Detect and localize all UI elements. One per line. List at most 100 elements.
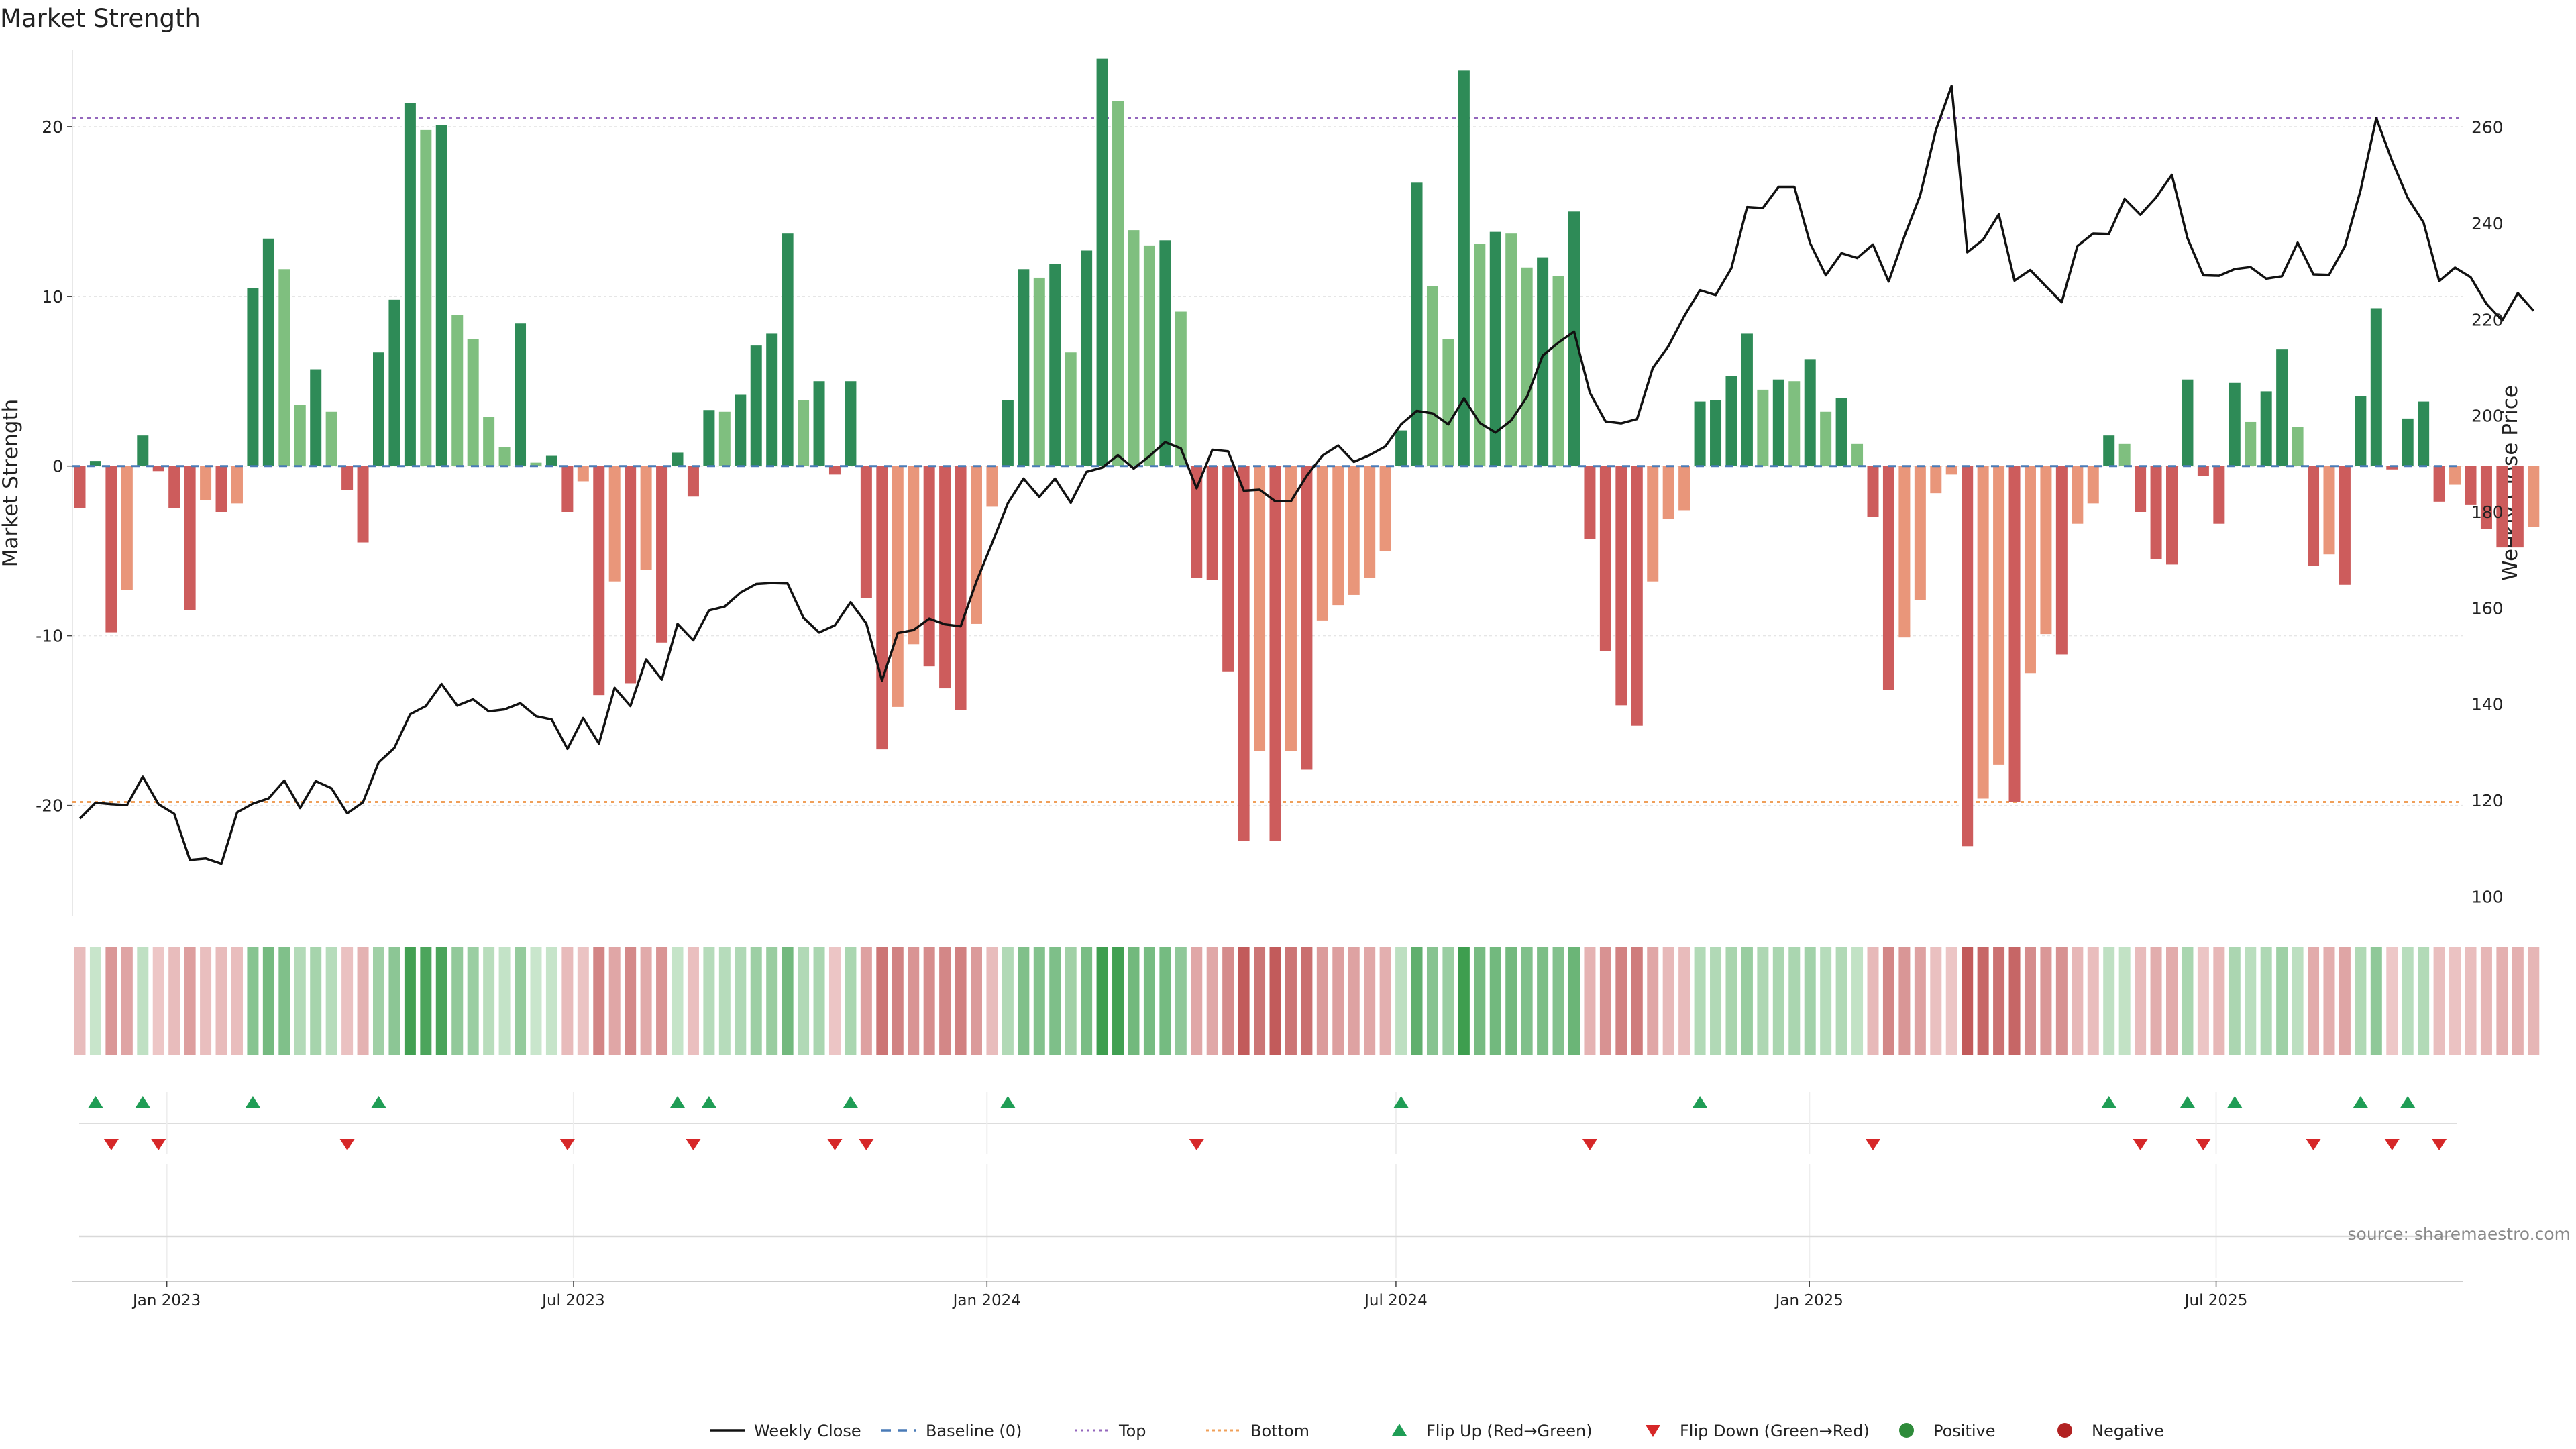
y2-tick-label: 200 bbox=[2471, 407, 2504, 426]
strength-bar bbox=[798, 400, 810, 466]
heat-cell bbox=[231, 947, 243, 1055]
legend-label: Weekly Close bbox=[754, 1421, 861, 1440]
strength-bar bbox=[530, 462, 542, 466]
heat-cell bbox=[2339, 947, 2351, 1055]
strength-bar bbox=[1081, 250, 1093, 466]
strength-bar bbox=[1694, 401, 1706, 466]
close-price-line bbox=[78, 85, 2535, 865]
strength-bar bbox=[1993, 466, 2005, 765]
weekly-close-line bbox=[78, 85, 2535, 865]
heat-cell bbox=[1301, 947, 1313, 1055]
strength-bar bbox=[1930, 466, 1942, 494]
strength-bar bbox=[1254, 466, 1266, 751]
heat-cell bbox=[2103, 947, 2115, 1055]
heat-cell bbox=[1678, 947, 1690, 1055]
strength-bar bbox=[1348, 466, 1360, 595]
flip-down-marker bbox=[827, 1139, 843, 1150]
flip-down-marker bbox=[151, 1139, 166, 1150]
strength-bar bbox=[341, 466, 354, 490]
strength-bar bbox=[515, 323, 527, 466]
heat-cell bbox=[1772, 947, 1784, 1055]
heat-cell bbox=[2182, 947, 2194, 1055]
strength-bar bbox=[860, 466, 872, 598]
heat-cell bbox=[530, 947, 542, 1055]
heat-cell bbox=[1835, 947, 1847, 1055]
heat-cell bbox=[1128, 947, 1140, 1055]
flip-down-marker bbox=[339, 1139, 355, 1150]
strength-bar bbox=[1112, 101, 1124, 466]
heat-cell bbox=[656, 947, 668, 1055]
strength-bar bbox=[545, 455, 557, 466]
heat-cell bbox=[168, 947, 180, 1055]
strength-bar bbox=[1537, 257, 1549, 466]
strength-bar bbox=[892, 466, 904, 707]
heat-cell bbox=[2308, 947, 2320, 1055]
heat-cell bbox=[1599, 947, 1611, 1055]
strength-bar bbox=[388, 299, 400, 466]
flip-up-marker bbox=[88, 1096, 103, 1108]
heat-cell bbox=[1379, 947, 1391, 1055]
legend-item: Positive bbox=[1899, 1421, 1996, 1440]
strength-bar bbox=[1018, 269, 1030, 466]
heat-cell bbox=[2433, 947, 2445, 1055]
heat-cell bbox=[2118, 947, 2131, 1055]
heat-cell bbox=[1962, 947, 1974, 1055]
strength-bar bbox=[467, 339, 479, 466]
strength-bar bbox=[2150, 466, 2162, 559]
heat-cell bbox=[278, 947, 290, 1055]
strength-bar bbox=[2055, 466, 2068, 655]
heat-cell bbox=[1710, 947, 1722, 1055]
heat-cell bbox=[2323, 947, 2335, 1055]
heat-cell bbox=[2197, 947, 2209, 1055]
heat-cell bbox=[105, 947, 117, 1055]
strength-bar bbox=[2449, 466, 2461, 485]
heat-cell bbox=[813, 947, 825, 1055]
flip-down-marker bbox=[859, 1139, 874, 1150]
strength-bar bbox=[1757, 389, 1769, 466]
strength-bar bbox=[1238, 466, 1250, 841]
strength-bar bbox=[2512, 466, 2524, 548]
heat-cell bbox=[404, 947, 416, 1055]
y2-tick-label: 180 bbox=[2471, 502, 2504, 522]
heat-cell bbox=[1395, 947, 1407, 1055]
strength-bar bbox=[1426, 286, 1438, 466]
heat-cell bbox=[1364, 947, 1376, 1055]
heat-cell bbox=[451, 947, 464, 1055]
strength-bar bbox=[750, 345, 762, 466]
heat-cell bbox=[1741, 947, 1753, 1055]
heat-cell bbox=[1065, 947, 1077, 1055]
heat-cell bbox=[1631, 947, 1643, 1055]
strength-bar bbox=[262, 238, 274, 466]
strength-bar bbox=[2370, 308, 2382, 466]
strength-bar bbox=[1804, 359, 1816, 466]
strength-bar bbox=[294, 405, 306, 466]
strength-bar bbox=[105, 466, 117, 633]
flip-up-marker bbox=[2353, 1096, 2368, 1108]
flip-markers-panel bbox=[79, 1092, 2457, 1154]
strength-bar bbox=[2292, 427, 2304, 466]
heat-cell bbox=[2166, 947, 2178, 1055]
strength-bar bbox=[2433, 466, 2445, 502]
heat-cell bbox=[1993, 947, 2005, 1055]
strength-bar bbox=[1521, 267, 1533, 466]
strength-bar bbox=[215, 466, 227, 512]
strength-bar bbox=[2197, 466, 2209, 476]
x-tick-label: Jul 2025 bbox=[2184, 1292, 2248, 1309]
heat-cell bbox=[545, 947, 557, 1055]
heat-cell bbox=[74, 947, 86, 1055]
strength-bar bbox=[845, 381, 857, 466]
heat-cell bbox=[200, 947, 212, 1055]
heat-cell bbox=[1442, 947, 1454, 1055]
heat-cell bbox=[121, 947, 133, 1055]
strength-bar bbox=[2480, 466, 2492, 529]
flip-up-marker bbox=[670, 1096, 685, 1108]
strength-bar bbox=[1835, 398, 1847, 466]
strength-bar bbox=[813, 381, 825, 466]
strength-bar bbox=[451, 315, 464, 466]
strength-bar bbox=[2118, 443, 2131, 466]
heat-cell bbox=[828, 947, 841, 1055]
heat-cell bbox=[1804, 947, 1816, 1055]
strength-bar bbox=[1662, 466, 1674, 519]
strength-bar bbox=[1945, 466, 1957, 475]
strength-bar bbox=[1269, 466, 1281, 841]
